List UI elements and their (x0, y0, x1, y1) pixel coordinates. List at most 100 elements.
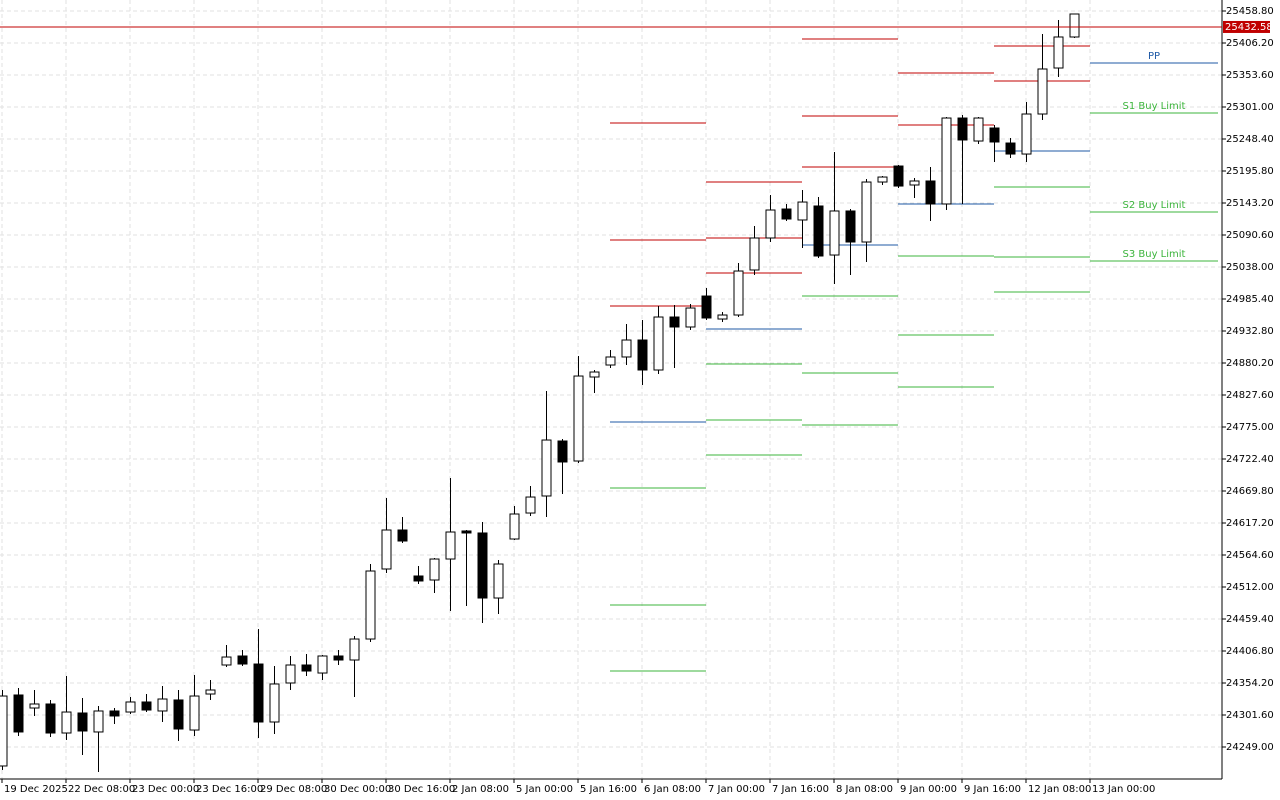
x-tick-label: 5 Jan 00:00 (516, 784, 573, 795)
candle-body (205, 689, 216, 695)
candle-body (397, 529, 408, 542)
candle-body (189, 695, 200, 731)
candle-body (493, 563, 504, 599)
x-tick-label: 7 Jan 16:00 (772, 784, 829, 795)
y-tick-label: 25143.20 (1226, 198, 1274, 209)
candle-body (925, 180, 936, 205)
y-tick-label: 24564.60 (1226, 550, 1274, 561)
y-tick-label: 24880.20 (1226, 358, 1274, 369)
x-tick-label: 5 Jan 16:00 (580, 784, 637, 795)
y-tick-label: 25248.40 (1226, 134, 1274, 145)
y-tick-label: 25038.00 (1226, 262, 1274, 273)
candle-body (29, 703, 40, 709)
candle-body (77, 712, 88, 732)
current-price-box (1223, 20, 1270, 33)
candle-body (157, 698, 168, 712)
candle-body (13, 694, 24, 733)
y-tick-label: 24669.80 (1226, 486, 1274, 497)
y-tick-label: 24512.00 (1226, 582, 1274, 593)
x-tick-label: 13 Jan 00:00 (1092, 784, 1155, 795)
x-tick-label: 2 Jan 08:00 (452, 784, 509, 795)
candle-body (621, 339, 632, 358)
candle-body (717, 314, 728, 320)
candle-body (589, 371, 600, 378)
candle-body (61, 711, 72, 734)
y-tick-label: 25090.60 (1226, 230, 1274, 241)
candle-body (333, 655, 344, 661)
candle-body (685, 307, 696, 328)
y-tick-label: 24932.80 (1226, 326, 1274, 337)
candle-body (1069, 13, 1080, 38)
candle-body (237, 655, 248, 665)
candle-body (93, 710, 104, 733)
candle-body (429, 558, 440, 581)
candle-body (349, 638, 360, 661)
y-tick-label: 24775.00 (1226, 422, 1274, 433)
y-tick-label: 24459.40 (1226, 614, 1274, 625)
candle-body (557, 440, 568, 463)
candle-body (365, 570, 376, 640)
y-tick-label: 25406.20 (1226, 38, 1274, 49)
candle-body (525, 496, 536, 514)
candle-body (125, 701, 136, 713)
candle-body (221, 656, 232, 666)
candle-body (653, 316, 664, 371)
candle-body (301, 664, 312, 672)
candle-body (253, 663, 264, 723)
y-tick-label: 25353.60 (1226, 70, 1274, 81)
y-tick-label: 24722.40 (1226, 454, 1274, 465)
candle-body (701, 295, 712, 319)
candle-body (1021, 113, 1032, 155)
candle-body (877, 176, 888, 183)
candle-body (973, 117, 984, 142)
candle-body (477, 532, 488, 599)
candle-body (637, 339, 648, 371)
candle-body (797, 201, 808, 221)
x-tick-label: 23 Dec 00:00 (132, 784, 199, 795)
candle-body (317, 655, 328, 674)
y-tick-label: 24249.00 (1226, 742, 1274, 753)
y-tick-label: 24827.60 (1226, 390, 1274, 401)
candle-body (173, 699, 184, 730)
candle-body (669, 316, 680, 328)
candle-body (893, 165, 904, 187)
candle-body (1005, 142, 1016, 155)
candle-body (573, 375, 584, 462)
candle-body (1037, 68, 1048, 115)
candle-body (285, 664, 296, 684)
projection-label: S1 Buy Limit (1123, 101, 1186, 112)
x-tick-label: 9 Jan 16:00 (964, 784, 1021, 795)
candle-body (381, 529, 392, 570)
candle-body (829, 210, 840, 256)
candle-body (445, 531, 456, 560)
candle-body (0, 695, 8, 767)
y-tick-label: 24617.20 (1226, 518, 1274, 529)
x-tick-label: 12 Jan 08:00 (1028, 784, 1091, 795)
x-tick-label: 30 Dec 00:00 (324, 784, 391, 795)
candle-body (269, 683, 280, 723)
projection-label: PP (1148, 51, 1160, 62)
candle-body (749, 237, 760, 271)
y-tick-label: 24985.40 (1226, 294, 1274, 305)
x-tick-label: 9 Jan 00:00 (900, 784, 957, 795)
candle-body (733, 270, 744, 316)
x-tick-label: 22 Dec 08:00 (68, 784, 135, 795)
x-tick-label: 19 Dec 2025 (4, 784, 68, 795)
x-tick-label: 7 Jan 00:00 (708, 784, 765, 795)
candle-body (509, 513, 520, 540)
y-tick-label: 25458.80 (1226, 6, 1274, 17)
candle-body (941, 117, 952, 205)
candle-body (989, 127, 1000, 143)
candle-body (781, 208, 792, 220)
candle-body (109, 710, 120, 717)
y-tick-label: 24301.60 (1226, 710, 1274, 721)
current-price-label: 25432.58 (1225, 22, 1273, 33)
candle-body (141, 701, 152, 711)
y-tick-label: 24354.20 (1226, 678, 1274, 689)
candle-body (845, 210, 856, 243)
candle-body (813, 205, 824, 257)
x-tick-label: 8 Jan 08:00 (836, 784, 893, 795)
x-tick-label: 29 Dec 08:00 (260, 784, 327, 795)
